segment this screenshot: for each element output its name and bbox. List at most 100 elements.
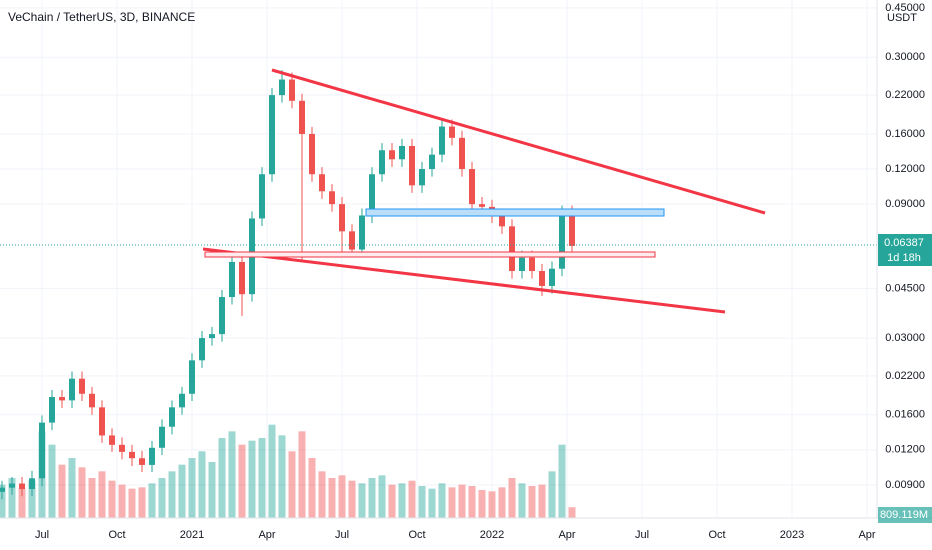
volume-bar	[0, 484, 6, 518]
candle-body	[119, 444, 125, 452]
candle-body	[129, 451, 135, 459]
volume-bar	[538, 484, 546, 518]
y-tick-label: 0.45000	[885, 2, 925, 14]
axes: 0.45000 0.30000 0.22000 0.16000 0.12000 0.090…	[35, 2, 925, 541]
volume-bar	[168, 471, 176, 518]
volume-bar	[378, 475, 386, 518]
candle-body	[389, 150, 395, 160]
candle-body	[459, 137, 465, 170]
candle-body	[329, 191, 335, 205]
candle-body	[19, 483, 25, 490]
volume-bar	[268, 424, 276, 518]
volume-bar	[138, 487, 146, 518]
volume-bar	[8, 478, 16, 518]
x-tick-label: Jul	[635, 529, 649, 541]
candle-body	[399, 145, 405, 160]
y-tick-label: 0.30000	[885, 51, 925, 63]
candle-body	[349, 231, 355, 250]
unit-label: USDT	[887, 12, 917, 24]
volume-label: 809.119M	[880, 509, 928, 521]
x-tick-label: Oct	[408, 529, 425, 541]
trend-line	[271, 68, 766, 215]
volume-bar	[128, 488, 136, 518]
candle-body	[239, 261, 245, 295]
unit-box	[884, 10, 920, 26]
volume-bar	[348, 480, 356, 518]
candle-body	[149, 447, 155, 465]
candle-body	[79, 378, 85, 394]
volume-bar	[368, 478, 376, 518]
volume-bar	[328, 478, 336, 518]
trend-line	[202, 247, 726, 314]
volume-layer	[0, 424, 576, 518]
candle-body	[39, 422, 45, 479]
volume-bar	[148, 483, 156, 518]
volume-bar	[338, 475, 346, 518]
volume-bar	[278, 435, 286, 518]
y-tick-label: 0.01200	[885, 444, 925, 456]
volume-bar	[418, 486, 426, 518]
volume-bar	[118, 484, 126, 518]
volume-bar	[18, 488, 26, 518]
volume-bar	[78, 467, 86, 518]
x-tick-label: Oct	[108, 529, 125, 541]
candle-body	[439, 126, 445, 155]
x-tick-label: Apr	[258, 529, 275, 541]
grid	[0, 0, 877, 518]
volume-bar	[458, 484, 466, 518]
candle-body	[319, 174, 325, 192]
candle-body	[259, 174, 265, 219]
volume-bar	[58, 464, 66, 518]
candle-body	[359, 215, 365, 250]
x-tick-label: 2023	[780, 529, 804, 541]
candle-body	[179, 393, 185, 408]
y-tick-label: 0.16000	[885, 128, 925, 140]
candle-body	[199, 338, 205, 361]
volume-bar	[358, 483, 366, 518]
chart-title: VeChain / TetherUS, 3D, BINANCE	[8, 10, 195, 24]
candle-body	[229, 261, 235, 298]
x-tick-label: Oct	[708, 529, 725, 541]
y-tick-label: 0.02200	[885, 370, 925, 382]
candle-body	[269, 95, 275, 175]
x-tick-label: Jul	[35, 529, 49, 541]
volume-bar	[178, 464, 186, 518]
x-tick-label: 2021	[180, 529, 204, 541]
candle-body	[99, 407, 105, 436]
volume-bar	[68, 458, 76, 518]
volume-bar	[108, 480, 116, 518]
candle-body	[469, 169, 475, 205]
volume-bar	[158, 478, 166, 518]
candle-body	[429, 154, 435, 170]
candle-body	[549, 268, 555, 286]
volume-bar	[558, 444, 566, 518]
volume-bar	[258, 438, 266, 518]
volume-bar	[288, 451, 296, 518]
volume-bar	[408, 480, 416, 518]
volume-bar	[508, 478, 516, 518]
candle-body	[569, 212, 575, 246]
candle-body	[29, 478, 35, 490]
candle-body	[169, 407, 175, 427]
candle-body	[159, 426, 165, 448]
y-tick-label: 0.09000	[885, 198, 925, 210]
countdown: 1d 18h	[887, 252, 921, 264]
candle-body	[449, 126, 455, 138]
candle-body	[49, 397, 55, 423]
volume-bar	[308, 458, 316, 518]
y-tick-label: 0.00900	[885, 479, 925, 491]
candle-body	[379, 150, 385, 175]
volume-bar	[568, 507, 576, 518]
candle-body	[9, 483, 15, 488]
zone-box	[365, 208, 665, 217]
candle-body	[69, 378, 75, 401]
y-tick-label: 0.04500	[885, 283, 925, 295]
candle-body	[189, 360, 195, 394]
x-tick-label: Apr	[858, 529, 875, 541]
y-tick-label: 0.01600	[885, 409, 925, 421]
candle-body	[519, 257, 525, 272]
x-tick-label: Jul	[335, 529, 349, 541]
volume-bar	[88, 478, 96, 518]
